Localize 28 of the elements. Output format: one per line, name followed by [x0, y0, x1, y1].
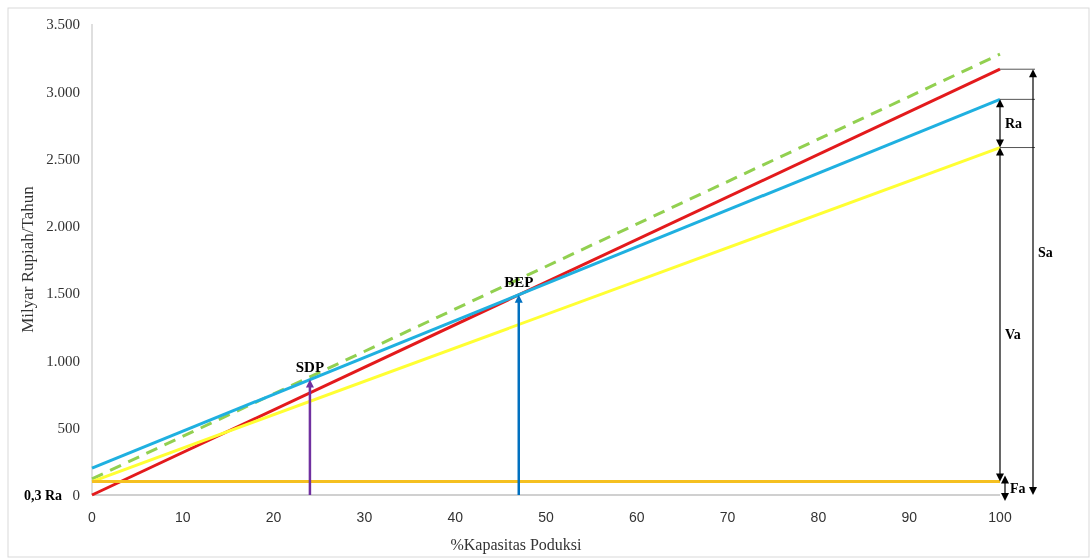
y-tick-label: 2.000 [46, 218, 80, 235]
annotation: SDP [295, 358, 325, 375]
y-tick-label: 3.500 [46, 16, 80, 33]
text: Fa [1010, 481, 1026, 497]
y-tick-label: 500 [57, 419, 80, 436]
x-tick-label: 90 [901, 509, 918, 525]
y-axis-title: Milyar Rupiah/Tahun [18, 185, 37, 333]
x-axis-title: %Kapasitas Poduksi [450, 536, 583, 554]
text: Va [1005, 327, 1021, 343]
y-tick-label: 1.000 [46, 352, 80, 369]
x-tick-label: 20 [265, 509, 282, 525]
x-tick-label: 100 [988, 509, 1012, 525]
annotation: BEP [504, 273, 534, 290]
x-tick-label: 80 [810, 509, 827, 525]
x-tick-label: 10 [175, 509, 191, 525]
y-tick-label: 1.500 [46, 285, 80, 302]
x-tick-label: 70 [719, 509, 736, 525]
x-tick-label: 60 [629, 509, 645, 525]
y-tick-label: 0 [72, 487, 80, 504]
x-tick-label: 0 [88, 509, 97, 525]
text: Sa [1038, 245, 1053, 261]
y-tick-label: 2.500 [46, 150, 80, 167]
x-tick-label: 30 [356, 509, 373, 525]
x-tick-label: 40 [447, 509, 464, 525]
text: 0,3 Ra [23, 487, 62, 503]
y-tick-label: 3.000 [46, 83, 80, 100]
x-tick-label: 50 [538, 509, 554, 525]
text: Ra [1005, 116, 1023, 132]
